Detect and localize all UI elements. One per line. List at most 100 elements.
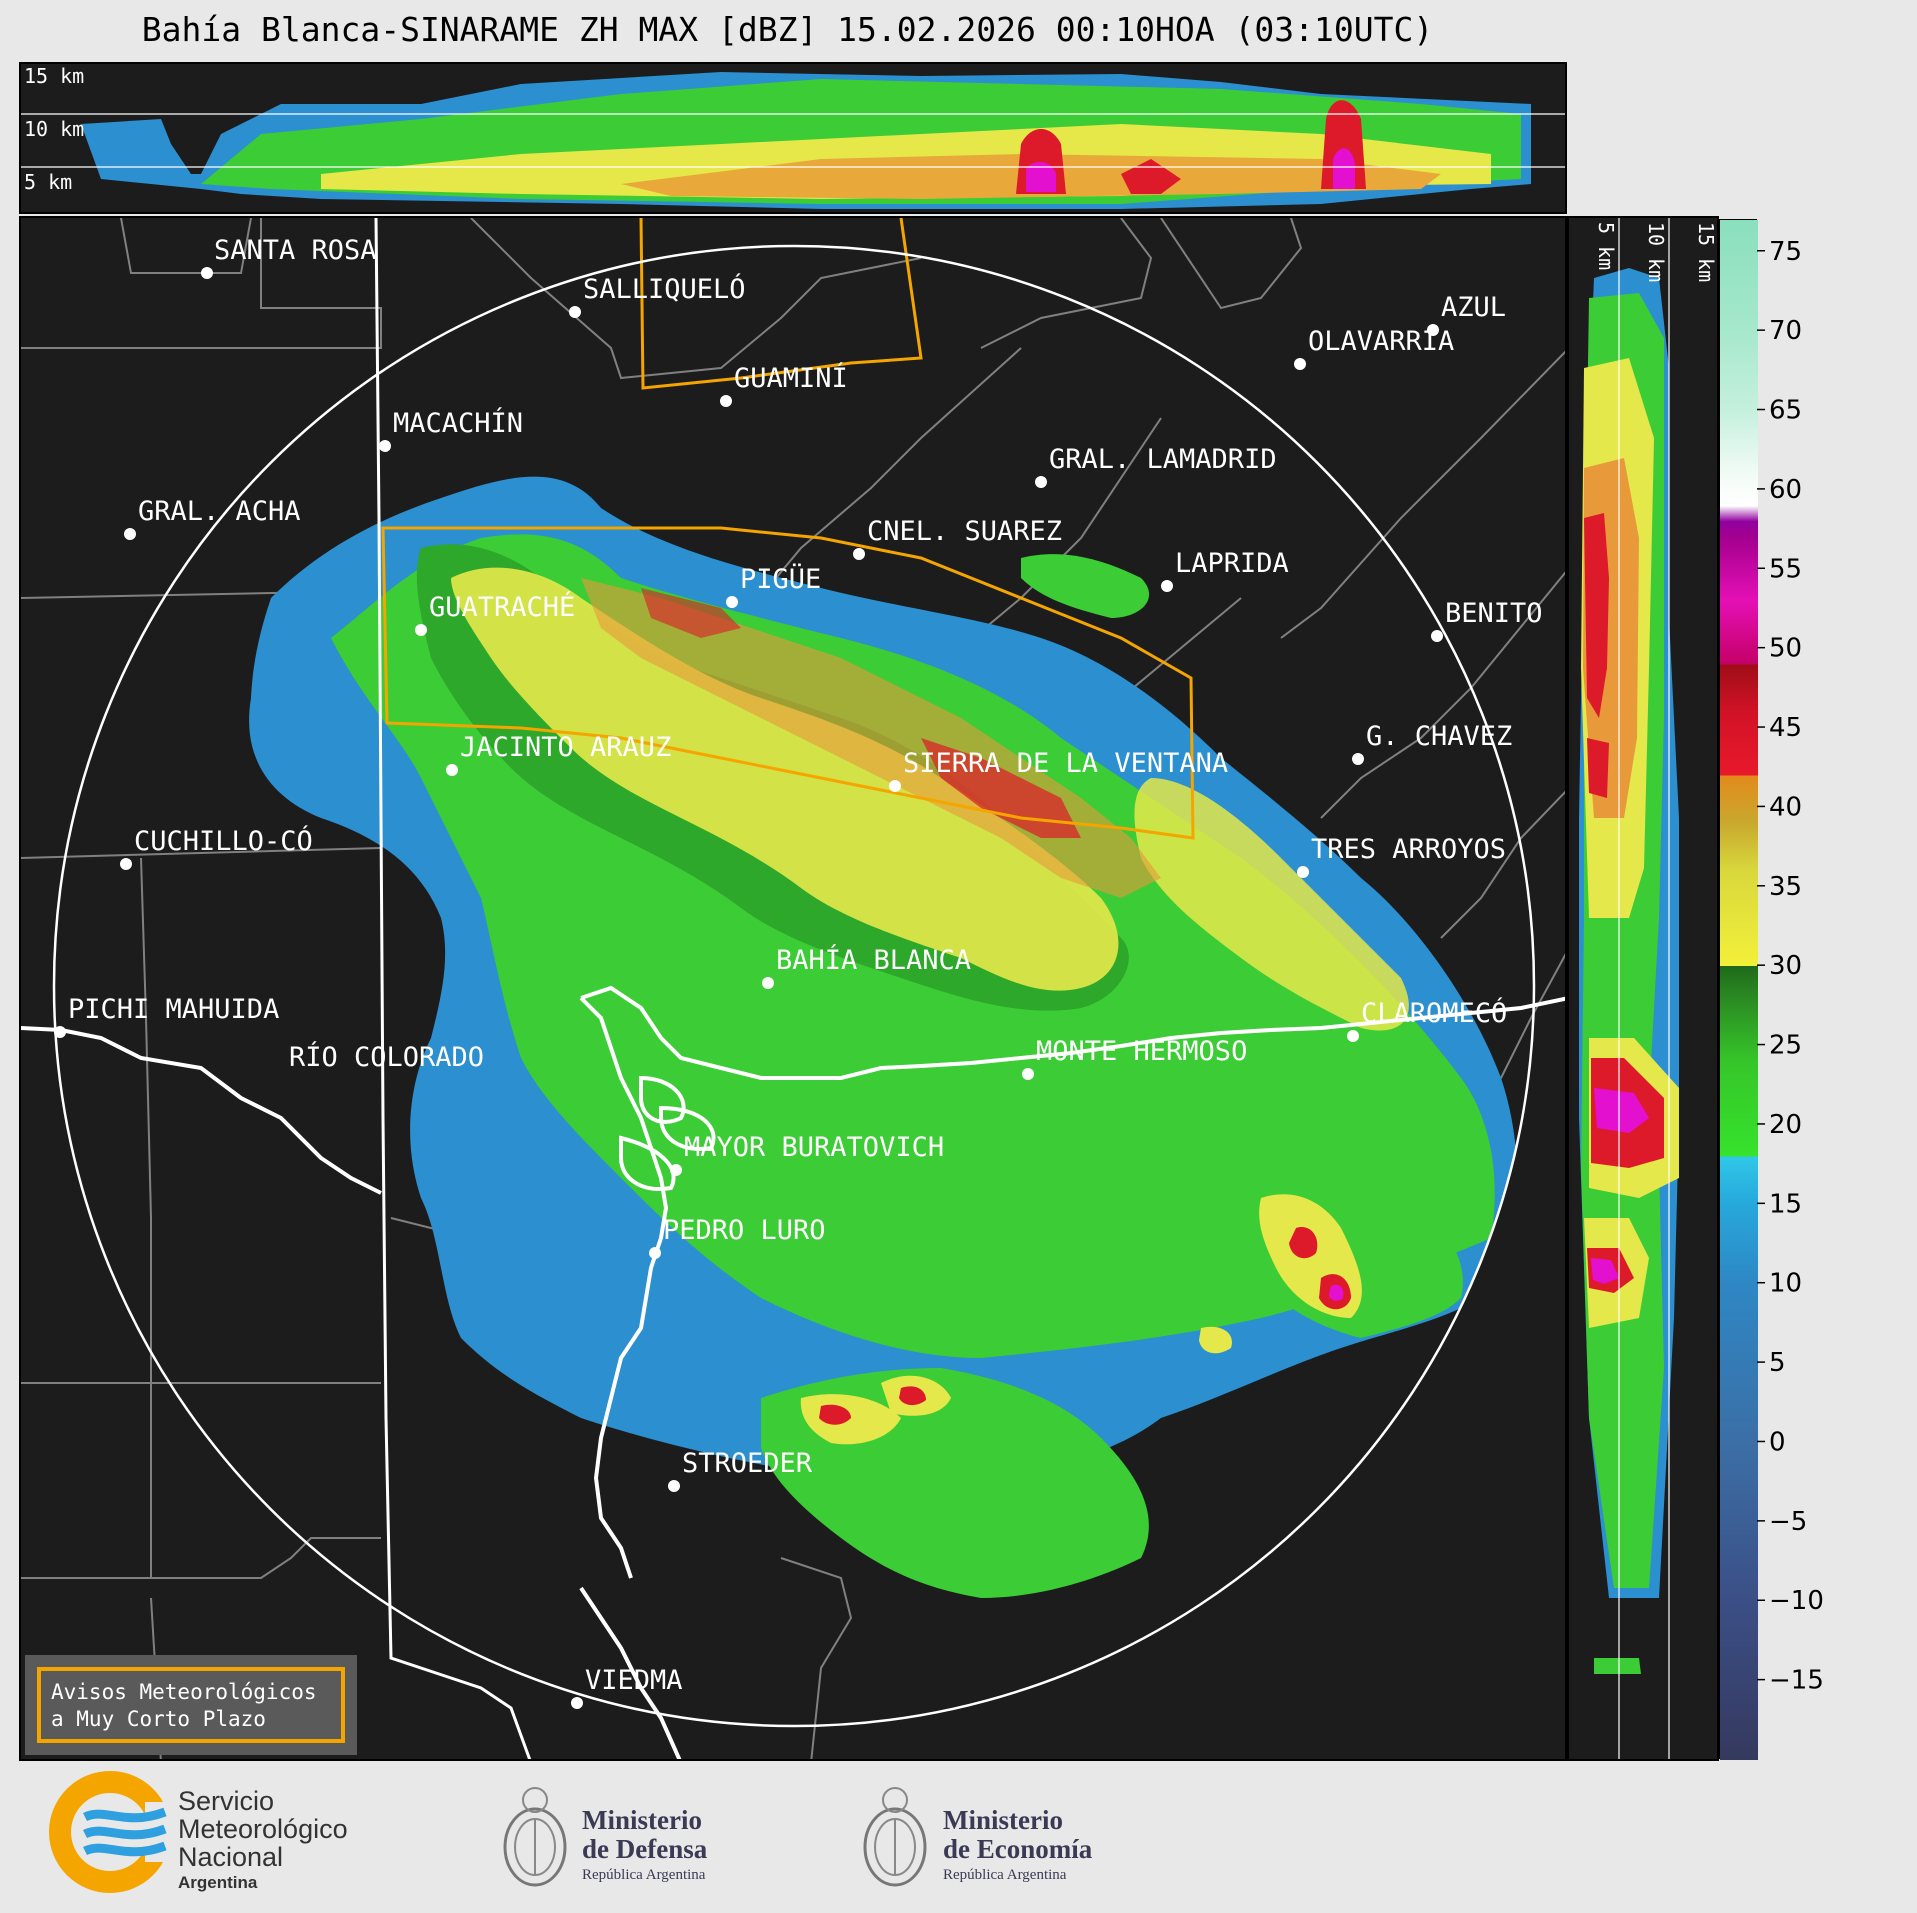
city-label: JACINTO ARAUZ (460, 732, 671, 763)
defensa-logo: Ministerio de Defensa República Argentin… (503, 1787, 708, 1887)
city-marker (379, 440, 391, 452)
city-19: PICHI MAHUIDA (54, 994, 279, 1038)
city-15: SIERRA DE LA VENTANA (889, 748, 1228, 792)
city-marker (54, 1026, 66, 1038)
city-26: VIEDMA (571, 1665, 683, 1709)
city-marker (720, 395, 732, 407)
city-23: MAYOR BURATOVICH (670, 1132, 944, 1176)
colorbar-tick-label: 50 (1769, 634, 1802, 664)
colorbar-tick-label: 25 (1769, 1031, 1802, 1061)
economia-line1: Ministerio (943, 1805, 1063, 1835)
city-6: GRAL. LAMADRID (1035, 444, 1277, 488)
province-border (374, 218, 532, 1759)
colorbar-tick-label: 20 (1769, 1110, 1802, 1140)
coastline (21, 985, 1565, 1759)
side-echo-layer (1579, 268, 1679, 1674)
economia-logo: Ministerio de Economía República Argenti… (863, 1787, 1093, 1887)
city-marker (1035, 476, 1047, 488)
city-label: TRES ARROYOS (1311, 834, 1506, 865)
city-marker (853, 548, 865, 560)
top-echo-layer (81, 72, 1531, 209)
city-marker (889, 780, 901, 792)
city-10: PIGÜE (726, 563, 821, 608)
radar-echo-layer (249, 476, 1518, 1598)
top-height-label-15km: 15 km (24, 64, 84, 88)
city-label: VIEDMA (585, 1665, 683, 1696)
city-marker (726, 596, 738, 608)
city-16: CUCHILLO-CÓ (120, 825, 313, 870)
side-height-profile: 5 km 10 km 15 km (1567, 216, 1719, 1761)
city-label: CUCHILLO-CÓ (134, 825, 313, 857)
city-label: SALLIQUELÓ (583, 273, 746, 305)
chart-title: Bahía Blanca-SINARAME ZH MAX [dBZ] 15.02… (141, 10, 1434, 49)
city-label: BAHÍA BLANCA (776, 944, 971, 976)
smn-line2: Meteorológico (178, 1814, 348, 1844)
city-label: PEDRO LURO (663, 1215, 826, 1246)
city-label: STROEDER (682, 1448, 813, 1479)
city-label: AZUL (1441, 292, 1506, 323)
city-24: PEDRO LURO (649, 1215, 826, 1259)
city-marker (124, 528, 136, 540)
city-2: AZUL (1427, 292, 1506, 336)
city-marker (649, 1247, 661, 1259)
economia-line3: República Argentina (943, 1867, 1067, 1883)
city-20: CLAROMECÓ (1347, 997, 1507, 1042)
city-marker (762, 977, 774, 989)
city-marker (668, 1480, 680, 1492)
city-label: PIGÜE (740, 563, 821, 595)
city-label: OLAVARRÍA (1308, 325, 1454, 357)
colorbar-tick-label: 65 (1769, 396, 1802, 426)
warning-legend[interactable]: Avisos Meteorológicos a Muy Corto Plazo (25, 1655, 357, 1755)
city-4: GUAMINÍ (720, 362, 848, 407)
city-label: RÍO COLORADO (289, 1041, 484, 1073)
city-label: CNEL. SUAREZ (867, 516, 1062, 547)
defensa-line1: Ministerio (582, 1805, 702, 1835)
smn-line4: Argentina (178, 1873, 258, 1892)
dbz-colorbar-ticks: 75 70 65 60 55 50 45 40 35 30 25 20 15 10 5 0 −5 −10 −15 (1757, 219, 1877, 1759)
city-1: SALLIQUELÓ (569, 273, 746, 318)
radar-map[interactable]: SANTA ROSA SALLIQUELÓ AZUL OLAVARRÍA GUAMINÍ… (19, 216, 1567, 1761)
city-marker (201, 267, 213, 279)
top-height-label-10km: 10 km (24, 117, 84, 141)
city-9: LAPRIDA (1161, 548, 1289, 592)
city-label: CLAROMECÓ (1361, 997, 1507, 1029)
radar-range-ring (52, 244, 1536, 1728)
city-label: GUATRACHÉ (429, 591, 575, 623)
city-label: GUAMINÍ (734, 362, 848, 394)
footer: Servicio Meteorológico Nacional Argentin… (0, 1762, 1917, 1909)
warning-polygons[interactable] (381, 218, 1195, 840)
city-label: MACACHÍN (393, 407, 523, 439)
city-7: GRAL. ACHA (124, 496, 301, 540)
colorbar-tick-label: 0 (1769, 1427, 1786, 1457)
city-marker (1352, 753, 1364, 765)
smn-logo: Servicio Meteorológico Nacional Argentin… (49, 1771, 348, 1893)
colorbar-tick-label: 30 (1769, 951, 1802, 981)
colorbar-tick-label: 75 (1769, 237, 1802, 267)
colorbar-tick-label: −5 (1769, 1507, 1807, 1537)
city-label: G. CHAVEZ (1366, 721, 1512, 752)
dbz-colorbar (1719, 219, 1758, 1760)
colorbar-tick-label: 15 (1769, 1189, 1802, 1219)
city-marker (1294, 358, 1306, 370)
side-height-label-5km: 5 km (1594, 222, 1618, 270)
colorbar-tick-label: −15 (1769, 1666, 1824, 1696)
city-marker (571, 1697, 583, 1709)
defensa-line3: República Argentina (582, 1867, 706, 1883)
city-marker (120, 858, 132, 870)
side-height-label-15km: 15 km (1694, 222, 1718, 282)
city-label: LAPRIDA (1175, 548, 1289, 579)
city-21: MONTE HERMOSO (1022, 1036, 1247, 1080)
city-label: BENITO (1445, 598, 1543, 629)
colorbar-gradient (1720, 220, 1758, 1760)
colorbar-tick-label: 70 (1769, 316, 1802, 346)
city-marker (415, 624, 427, 636)
city-8: CNEL. SUAREZ (853, 516, 1062, 560)
city-17: TRES ARROYOS (1297, 834, 1506, 878)
city-25: STROEDER (668, 1448, 813, 1492)
top-height-label-5km: 5 km (24, 170, 72, 194)
city-marker (1431, 630, 1443, 642)
city-5: MACACHÍN (379, 407, 523, 452)
city-marker (1347, 1030, 1359, 1042)
city-13: G. CHAVEZ (1352, 721, 1512, 765)
